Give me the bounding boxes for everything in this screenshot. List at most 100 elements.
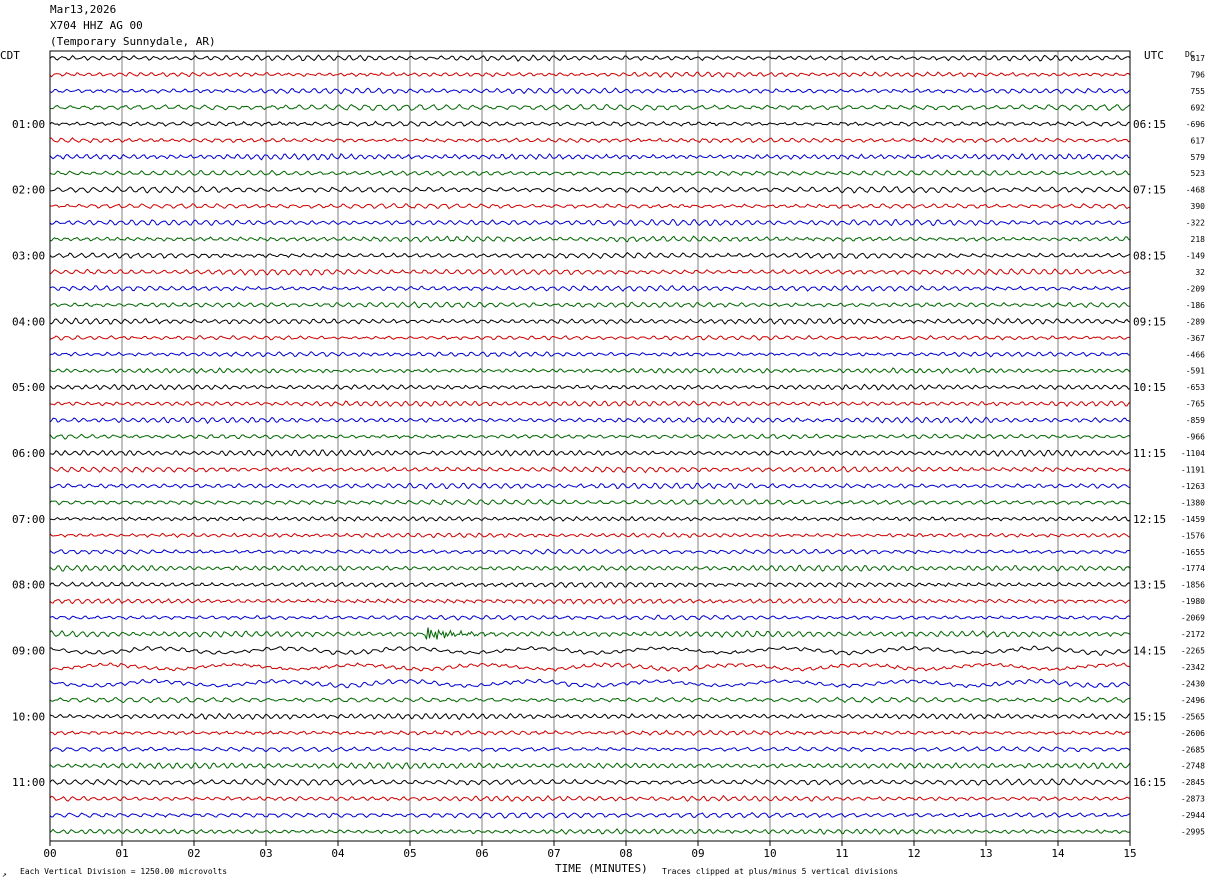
dc-offset-label: 218 xyxy=(1191,235,1206,244)
x-tick-label: 01 xyxy=(115,847,128,860)
dc-offset-label: -2496 xyxy=(1181,696,1205,705)
dc-offset-label: -2606 xyxy=(1181,729,1205,738)
seismic-trace xyxy=(49,367,1131,375)
seismic-trace xyxy=(49,645,1131,656)
right-time-label: 13:15 xyxy=(1133,579,1166,592)
seismic-trace xyxy=(49,778,1131,786)
x-tick-label: 02 xyxy=(187,847,200,860)
left-time-label: 09:00 xyxy=(12,645,45,658)
dc-offset-label: -468 xyxy=(1186,186,1205,195)
x-tick-label: 06 xyxy=(475,847,488,860)
right-time-label: 08:15 xyxy=(1133,250,1166,263)
dc-offset-label: -149 xyxy=(1186,252,1205,261)
dc-offset-label: -209 xyxy=(1186,284,1205,293)
seismic-trace xyxy=(49,449,1131,457)
header-date: Mar13,2026 xyxy=(50,3,117,16)
plot-frame xyxy=(49,50,1131,842)
seismic-trace xyxy=(49,120,1131,127)
left-time-label: 08:00 xyxy=(12,579,45,592)
dc-offset-label: -653 xyxy=(1186,383,1205,392)
dc-offset-label: -1380 xyxy=(1181,498,1205,507)
seismic-trace xyxy=(49,218,1131,227)
dc-offset-label: -2342 xyxy=(1181,663,1205,672)
seismic-trace xyxy=(49,383,1131,391)
x-tick-label: 15 xyxy=(1123,847,1136,860)
right-time-label: 07:15 xyxy=(1133,184,1166,197)
seismic-trace xyxy=(49,729,1131,737)
x-tick-label: 07 xyxy=(547,847,560,860)
dc-offset-label: -1655 xyxy=(1181,548,1205,557)
corner-mark: ↗ xyxy=(2,870,7,879)
clip-note: Traces clipped at plus/minus 5 vertical … xyxy=(662,867,899,876)
left-time-label: 06:00 xyxy=(12,447,45,460)
dc-offset-label: -466 xyxy=(1186,350,1205,359)
right-time-label: 10:15 xyxy=(1133,381,1166,394)
right-time-label: 15:15 xyxy=(1133,710,1166,723)
seismic-trace xyxy=(49,87,1131,95)
dc-offset-label: -2172 xyxy=(1181,630,1205,639)
right-time-label: 09:15 xyxy=(1133,315,1166,328)
seismic-trace xyxy=(49,532,1131,539)
left-time-label: 02:00 xyxy=(12,184,45,197)
dc-offset-label: -2430 xyxy=(1181,679,1205,688)
seismic-trace xyxy=(49,284,1131,292)
x-tick-label: 04 xyxy=(331,847,345,860)
left-time-label: 07:00 xyxy=(12,513,45,526)
right-time-label: 16:15 xyxy=(1133,776,1166,789)
dc-offset-label: -1774 xyxy=(1181,564,1205,573)
seismic-trace xyxy=(49,515,1131,522)
right-time-labels: 06:15 07:15 08:15 09:15 10:15 11:15 12:15 13:15… xyxy=(1133,118,1166,789)
dc-offset-label: -859 xyxy=(1186,416,1205,425)
seismic-trace xyxy=(49,152,1131,161)
seismic-trace xyxy=(49,548,1131,555)
seismic-trace xyxy=(49,627,1131,640)
dc-offset-label: -2873 xyxy=(1181,795,1205,804)
seismic-trace xyxy=(49,268,1131,276)
left-time-label: 11:00 xyxy=(12,776,45,789)
dc-offset-label: -367 xyxy=(1186,334,1205,343)
left-timezone-label: CDT xyxy=(0,49,20,62)
header-location: (Temporary Sunnydale, AR) xyxy=(50,35,216,48)
seismic-trace xyxy=(49,498,1131,506)
right-time-label: 14:15 xyxy=(1133,645,1166,658)
left-time-label: 01:00 xyxy=(12,118,45,131)
x-tick-label: 09 xyxy=(691,847,704,860)
left-time-label: 04:00 xyxy=(12,315,45,328)
dc-offset-label: -1980 xyxy=(1181,597,1205,606)
dc-offset-label: -1104 xyxy=(1181,449,1205,458)
dc-offset-label: -1263 xyxy=(1181,482,1205,491)
dc-offset-label: -186 xyxy=(1186,301,1205,310)
seismic-trace xyxy=(49,794,1131,802)
seismic-trace xyxy=(49,334,1131,341)
seismic-trace xyxy=(49,712,1131,721)
x-tick-labels: 00 01 02 03 04 05 06 07 08 09 10 11 12 13 14 15 xyxy=(43,841,1137,860)
seismic-traces xyxy=(49,54,1131,836)
dc-offset-label: 617 xyxy=(1191,136,1206,145)
x-axis-label: TIME (MINUTES) xyxy=(555,862,648,875)
dc-offset-labels: 817 796 755 692 -696 617 579 523 -468 390 -322 218 -… xyxy=(1181,54,1205,837)
dc-offset-label: -2944 xyxy=(1181,811,1205,820)
seismic-trace xyxy=(49,581,1131,588)
seismic-trace xyxy=(49,812,1131,819)
dc-offset-label: 579 xyxy=(1191,153,1206,162)
x-tick-label: 08 xyxy=(619,847,632,860)
x-tick-label: 11 xyxy=(835,847,848,860)
seismic-trace xyxy=(49,678,1131,689)
x-tick-label: 12 xyxy=(907,847,920,860)
seismic-trace xyxy=(49,432,1131,440)
right-timezone-label: UTC xyxy=(1144,49,1164,62)
seismic-trace xyxy=(49,761,1131,770)
dc-offset-label: -1856 xyxy=(1181,581,1205,590)
seismic-trace xyxy=(49,317,1131,325)
dc-offset-label: -322 xyxy=(1186,219,1205,228)
dc-offset-label: 755 xyxy=(1191,87,1206,96)
seismic-trace xyxy=(49,564,1131,572)
dc-offset-label: -2265 xyxy=(1181,647,1205,656)
seismic-trace xyxy=(49,828,1131,836)
dc-offset-label: -1576 xyxy=(1181,531,1205,540)
dc-offset-label: -696 xyxy=(1186,120,1205,129)
dc-offset-label: 796 xyxy=(1191,70,1206,79)
dc-offset-label: 32 xyxy=(1195,268,1205,277)
seismic-trace xyxy=(49,103,1131,111)
dc-offset-label: -2069 xyxy=(1181,614,1205,623)
